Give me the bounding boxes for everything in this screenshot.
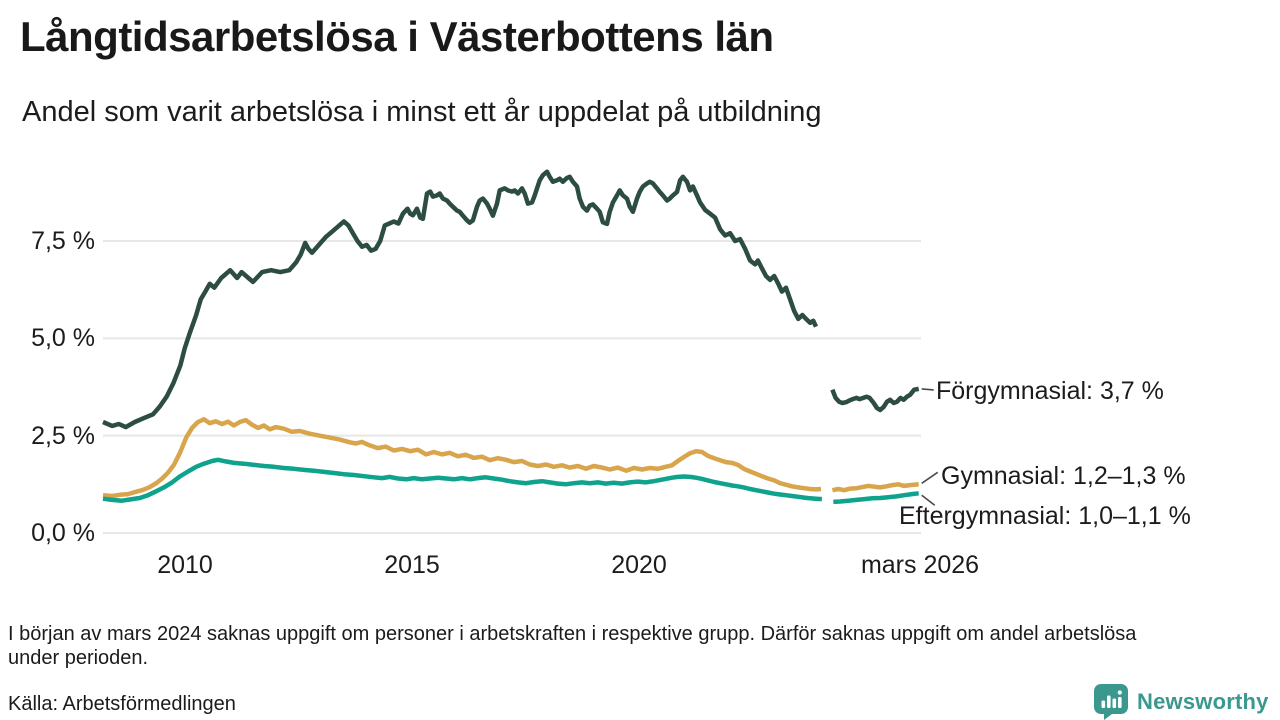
series-line-eftergymnasial [102,457,823,503]
y-axis-tick-label: 7,5 % [31,227,95,255]
x-axis-tick-label: mars 2026 [860,551,980,579]
footnote: I början av mars 2024 saknas uppgift om … [8,623,1137,669]
series-label-eftergymnasial: Eftergymnasial: 1,0–1,1 % [899,502,1191,530]
y-axis-tick-label: 5,0 % [31,324,95,352]
label-leader-line [921,388,934,391]
series-line-förgymnasial [830,386,920,413]
label-leader-line [921,494,936,506]
y-axis-tick-label: 2,5 % [31,422,95,450]
x-axis-tick-label: 2010 [157,551,213,579]
page-title: Långtidsarbetslösa i Västerbottens län [20,13,774,60]
series-line-eftergymnasial [833,491,919,505]
y-axis-tick-label: 0,0 % [31,519,95,547]
series-label-forgymnasial: Förgymnasial: 3,7 % [936,377,1164,405]
x-axis-tick-label: 2015 [384,551,440,579]
page-subtitle: Andel som varit arbetslösa i minst ett å… [22,96,822,128]
series-label-gymnasial: Gymnasial: 1,2–1,3 % [941,462,1186,490]
newsworthy-logo: Newsworthy [1094,684,1269,720]
newsworthy-speech-bubble-chart-icon [1094,684,1128,720]
series-line-gymnasial [102,417,822,499]
series-line-förgymnasial [102,169,819,430]
series-line-gymnasial [831,482,919,493]
label-leader-line [921,471,939,484]
newsworthy-logo-text: Newsworthy [1137,689,1269,714]
x-axis-tick-label: 2020 [611,551,667,579]
source-attribution: Källa: Arbetsförmedlingen [8,693,236,715]
